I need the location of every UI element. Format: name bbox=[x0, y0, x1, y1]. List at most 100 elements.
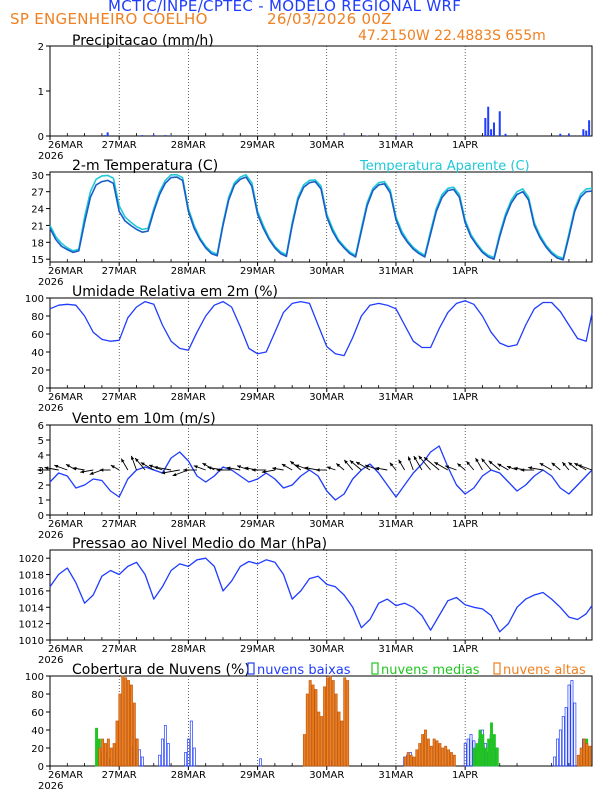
cloud-high-bar bbox=[101, 738, 105, 767]
wind-arrow-head bbox=[506, 465, 511, 470]
x-tick-label: 27MAR bbox=[102, 644, 137, 655]
y-tick-label: 0 bbox=[38, 511, 44, 522]
temp-legend-apparent: Temperatura Aparente (C) bbox=[359, 159, 530, 174]
cloud-low-bar bbox=[138, 749, 141, 767]
cloud-high-bar bbox=[308, 680, 312, 767]
y-tick-label: 60 bbox=[31, 708, 44, 719]
cloud-high-bar bbox=[418, 743, 422, 767]
cloud-high-bar bbox=[438, 743, 442, 767]
panel-frame bbox=[49, 549, 593, 641]
cloud-low-bar bbox=[561, 716, 565, 767]
cloud-mid-bar bbox=[495, 747, 499, 767]
cloud-mid-bar bbox=[487, 738, 491, 767]
y-tick-label: 0 bbox=[38, 762, 44, 773]
wind-arrow-head bbox=[54, 464, 59, 469]
x-tick-label: 1APR bbox=[452, 770, 478, 781]
wind-arrow-head bbox=[72, 466, 77, 471]
wind-arrow-head bbox=[161, 470, 166, 475]
cloud-mid-bar bbox=[492, 734, 496, 767]
panel-frame bbox=[49, 297, 593, 389]
wind-arrow-head bbox=[577, 464, 582, 468]
wind-arrow-head bbox=[466, 461, 471, 466]
precip-bar bbox=[484, 118, 487, 136]
x-year-label: 2026 bbox=[38, 403, 63, 414]
legend-high-label: nuvens altas bbox=[503, 663, 586, 678]
precip-bar bbox=[103, 135, 106, 136]
wind-arrow-head bbox=[349, 460, 354, 465]
wind-arrow-head bbox=[244, 466, 249, 471]
x-tick-label: 30MAR bbox=[309, 644, 344, 655]
cloud-high-bar bbox=[452, 754, 456, 767]
cloud-low-bar bbox=[466, 738, 470, 767]
wind-arrow-head bbox=[44, 466, 49, 470]
wind-arrow-head bbox=[398, 459, 402, 464]
cloud-high-bar bbox=[412, 756, 416, 767]
y-tick-label: 1016 bbox=[19, 587, 44, 598]
cloud-high-bar bbox=[129, 684, 133, 767]
x-tick-label: 31MAR bbox=[378, 519, 413, 530]
cloud-high-bar bbox=[421, 734, 425, 767]
cloud-high-bar bbox=[314, 689, 318, 767]
panel-title-temp: 2-m Temperatura (C) bbox=[72, 158, 218, 174]
wind-arrow-head bbox=[497, 463, 502, 468]
x-tick-label: 29MAR bbox=[240, 392, 275, 403]
wind-arrow-head bbox=[37, 468, 42, 472]
panel-title-rh: Umidade Relativa em 2m (%) bbox=[72, 284, 278, 300]
cloud-low-bar bbox=[158, 754, 162, 767]
x-tick-label: 28MAR bbox=[171, 140, 206, 151]
cloud-high-bar bbox=[403, 756, 407, 767]
cloud-high-bar bbox=[127, 680, 130, 767]
cloud-low-bar bbox=[558, 729, 562, 767]
x-tick-label: 31MAR bbox=[378, 266, 413, 277]
y-tick-label: 80 bbox=[31, 690, 44, 701]
panel-title-wind: Vento em 10m (m/s) bbox=[72, 411, 216, 427]
y-tick-label: 1020 bbox=[19, 554, 44, 565]
y-tick-label: 4 bbox=[38, 451, 44, 462]
y-tick-label: 20 bbox=[31, 744, 44, 755]
wind-arrow-head bbox=[513, 466, 518, 471]
y-tick-label: 1012 bbox=[19, 620, 44, 631]
precip-bar bbox=[498, 111, 501, 136]
wind-arrow-head bbox=[551, 462, 556, 467]
x-tick-label: 30MAR bbox=[309, 519, 344, 530]
temp-line bbox=[49, 176, 593, 261]
x-tick-label: 28MAR bbox=[171, 770, 206, 781]
wind-arrow-head bbox=[304, 466, 309, 470]
cloud-low-bar bbox=[166, 743, 170, 767]
x-tick-label: 30MAR bbox=[309, 770, 344, 781]
y-tick-label: 18 bbox=[31, 238, 44, 249]
cloud-high-bar bbox=[115, 720, 119, 767]
legend-low-swatch bbox=[247, 662, 255, 675]
cloud-high-bar bbox=[317, 711, 321, 767]
y-tick-label: 24 bbox=[31, 205, 44, 216]
legend-mid-swatch bbox=[371, 662, 379, 675]
y-tick-label: 80 bbox=[31, 312, 44, 323]
cloud-high-bar bbox=[588, 745, 592, 767]
cloud-high-bar bbox=[337, 711, 341, 767]
precip-bar bbox=[588, 120, 591, 136]
wind-arrow-head bbox=[121, 458, 125, 463]
cloud-low-bar bbox=[564, 707, 568, 767]
wind-arrow-head bbox=[336, 463, 341, 468]
y-tick-label: 1010 bbox=[19, 636, 44, 647]
wind-arrow-head bbox=[172, 472, 177, 477]
wind-arrow-head bbox=[539, 463, 544, 467]
cloud-high-bar bbox=[444, 745, 448, 767]
cloud-high-bar bbox=[331, 680, 335, 767]
precip-bar bbox=[490, 129, 493, 136]
wind-arrow-head bbox=[66, 464, 71, 468]
y-tick-label: 100 bbox=[25, 672, 44, 683]
panel-title-precip: Precipitacao (mm/h) bbox=[72, 33, 214, 49]
cloud-low-bar bbox=[570, 680, 574, 767]
y-tick-label: 30 bbox=[31, 171, 44, 182]
cloud-high-bar bbox=[340, 720, 344, 767]
wind-arrow-head bbox=[148, 464, 153, 468]
cloud-mid-bar bbox=[475, 743, 479, 767]
x-year-label: 2026 bbox=[38, 655, 63, 666]
wind-arrow-head bbox=[457, 463, 462, 468]
precip-bar bbox=[559, 133, 562, 136]
wind-arrow-head bbox=[418, 455, 423, 460]
y-tick-label: 21 bbox=[31, 221, 44, 232]
precip-bar bbox=[141, 135, 144, 136]
y-tick-label: 27 bbox=[31, 188, 44, 199]
